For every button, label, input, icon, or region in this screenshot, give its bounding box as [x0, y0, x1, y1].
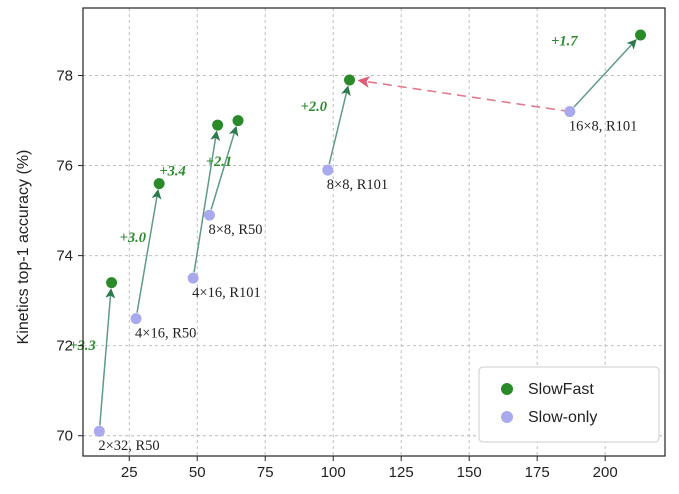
x-tick-label: 125	[389, 464, 414, 481]
x-tick-label: 50	[189, 464, 206, 481]
slowfast-point	[635, 29, 647, 41]
point-config-label: 2×32, R50	[98, 438, 159, 454]
y-tick-label: 74	[56, 248, 73, 265]
y-tick-label: 76	[56, 158, 73, 175]
axes: 25 50 75 100 125 150 175 200 70 72 74 76 78	[56, 7, 666, 481]
data-points	[93, 29, 647, 437]
slow-only-point	[93, 425, 105, 437]
x-tick-label: 100	[321, 464, 346, 481]
point-config-label: 8×8, R50	[208, 222, 262, 238]
slow-only-point	[187, 272, 199, 284]
legend-box	[478, 366, 660, 443]
y-axis-title: Kinetics top-1 accuracy (%)	[15, 150, 32, 345]
improvement-arrow	[573, 39, 637, 108]
slowfast-point	[344, 74, 356, 86]
x-tick-label: 25	[121, 464, 138, 481]
gain-label: +1.7	[551, 33, 578, 49]
slow-only-point	[322, 164, 334, 176]
slow-only-point	[564, 106, 576, 118]
point-config-label: 8×8, R101	[327, 177, 388, 193]
y-tick-label: 70	[56, 428, 73, 445]
gain-label: +2.0	[301, 99, 327, 115]
improvement-arrow	[99, 288, 116, 426]
legend-slowfast-marker	[501, 383, 513, 395]
gain-label: +2.1	[206, 154, 232, 170]
improvement-arrow	[210, 125, 239, 210]
slowfast-point	[212, 119, 224, 131]
legend-slow-only-marker	[501, 411, 513, 423]
slow-only-point	[130, 313, 142, 325]
slowfast-point	[232, 115, 244, 127]
point-config-label: 4×16, R101	[192, 285, 261, 301]
x-tick-label: 150	[457, 464, 482, 481]
y-tick-label: 72	[56, 338, 73, 355]
legend: SlowFast Slow-only	[478, 366, 660, 443]
grid-lines	[83, 8, 665, 456]
axes-frame	[82, 7, 666, 457]
slowfast-point	[106, 277, 118, 289]
slow-only-point	[203, 209, 215, 221]
point-config-label: 16×8, R101	[569, 119, 638, 135]
gain-label: +3.4	[159, 164, 185, 180]
legend-slow-only-label: Slow-only	[528, 409, 597, 426]
improvement-arrow	[328, 85, 351, 165]
dashed-comparison-arrow	[357, 76, 570, 113]
x-tick-label: 75	[257, 464, 274, 481]
slowfast-point	[153, 178, 165, 190]
legend-slowfast-label: SlowFast	[528, 381, 594, 398]
improvement-arrow	[193, 130, 221, 273]
point-config-label: 4×16, R50	[135, 326, 196, 342]
x-tick-label: 175	[525, 464, 550, 481]
improvement-arrows	[99, 39, 637, 426]
x-tick-label: 200	[593, 464, 618, 481]
y-tick-label: 78	[56, 68, 73, 85]
gain-label: +3.0	[120, 230, 146, 246]
improvement-arrow	[136, 189, 162, 313]
